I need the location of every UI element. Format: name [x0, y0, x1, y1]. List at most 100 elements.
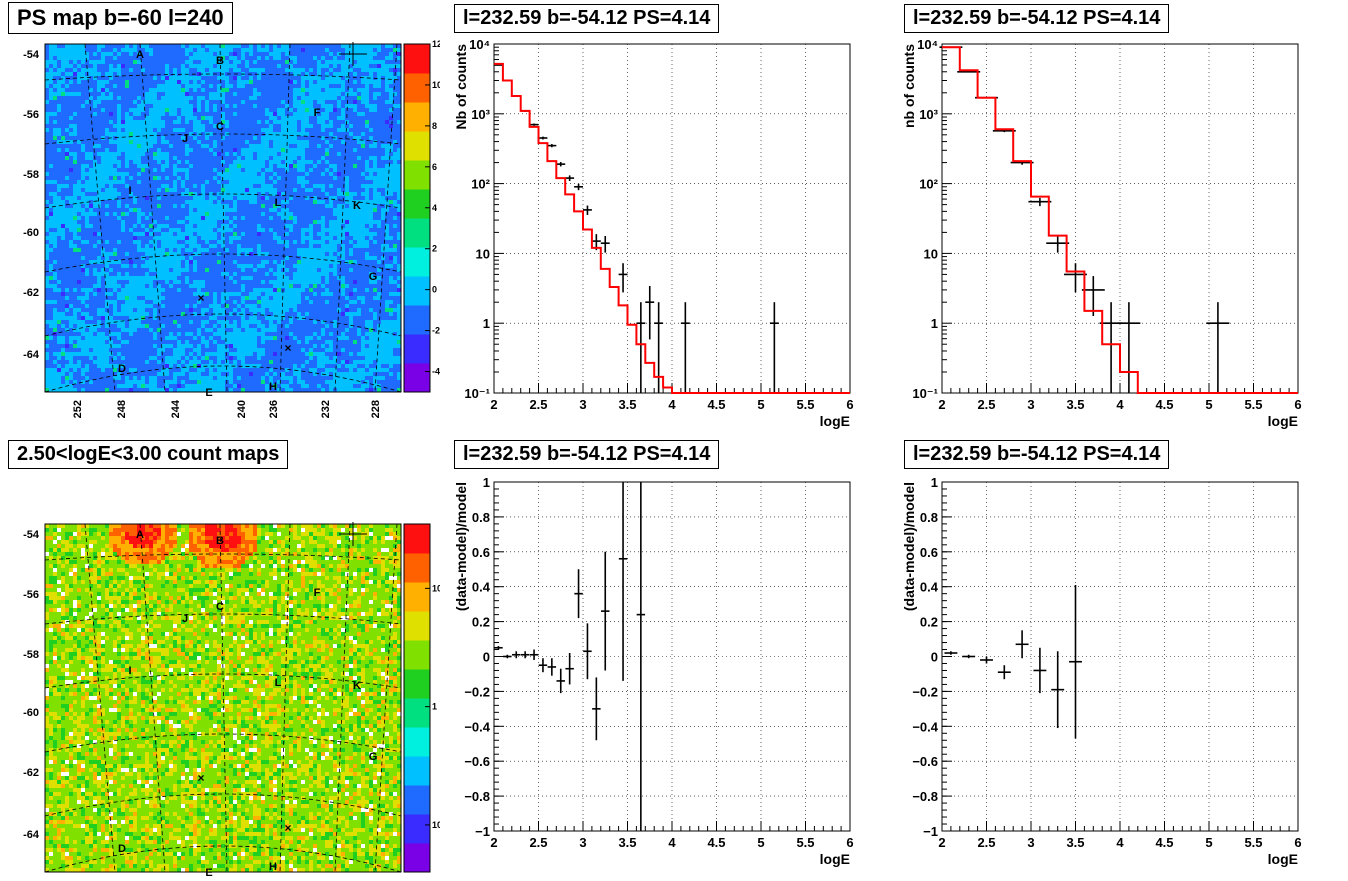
- x-tick-label: 4: [668, 835, 676, 850]
- colorbar-tick-label: -2: [432, 326, 440, 336]
- y-tick-label: 0.6: [920, 545, 938, 560]
- y-tick-label: 1: [931, 316, 938, 331]
- x-tick-label: 4: [668, 397, 676, 412]
- data-point: [770, 302, 779, 393]
- residual-point: [601, 552, 609, 671]
- residual-point: [521, 651, 529, 658]
- x-tick-label: 2.5: [977, 835, 995, 850]
- x-tick-label: 2: [490, 397, 497, 412]
- cross-marker: ×: [284, 341, 291, 355]
- map-plot: ABCDEFGHIJKL××-54-56-58-60-62-6425224824…: [23, 522, 440, 876]
- map-y-tick-label: -60: [23, 227, 39, 239]
- map-y-tick-label: -62: [23, 767, 39, 779]
- map-label-B: B: [216, 535, 224, 547]
- y-tick-label: 10³: [471, 107, 490, 122]
- map-label-J: J: [182, 133, 188, 145]
- y-tick-label: −1: [923, 824, 938, 839]
- data-point: [601, 236, 610, 253]
- y-tick-label: 10⁴: [469, 37, 490, 52]
- map-label-K: K: [353, 680, 361, 692]
- residual-point: [539, 658, 547, 672]
- map-y-tick-label: -58: [23, 169, 39, 181]
- map-x-tick-label: 248: [116, 400, 128, 418]
- map-y-tick-label: -58: [23, 649, 39, 661]
- x-tick-label: 2: [938, 397, 945, 412]
- residual-point: [503, 655, 511, 658]
- map-y-tick-label: -64: [23, 349, 40, 361]
- x-axis-label: logE: [1268, 851, 1298, 867]
- chart-grid: [942, 482, 1298, 831]
- map-y-tick-label: -56: [23, 109, 39, 121]
- residual-chart-2-title: l=232.59 b=-54.12 PS=4.14: [904, 440, 1169, 469]
- map-x-tick-label: 236: [268, 400, 280, 418]
- map-label-G: G: [369, 271, 378, 283]
- chart-grid: [494, 482, 850, 831]
- x-tick-label: 4.5: [707, 397, 725, 412]
- colorbar-tick-label: -4: [432, 367, 440, 377]
- colorbar-tick-label: 10: [432, 583, 440, 593]
- data-point: [636, 302, 645, 393]
- map-label-I: I: [128, 185, 131, 197]
- colorbar-tick-label: 10⁻¹: [432, 820, 440, 830]
- x-tick-label: 5: [1205, 397, 1212, 412]
- y-tick-label: −0.4: [464, 719, 490, 734]
- map-y-tick-label: -60: [23, 707, 39, 719]
- spectrum-chart-2-title: l=232.59 b=-54.12 PS=4.14: [904, 4, 1169, 33]
- data-point: [565, 175, 574, 181]
- map-label-C: C: [216, 601, 224, 613]
- count-map-svg: ABCDEFGHIJKL××-54-56-58-60-62-6425224824…: [0, 438, 440, 876]
- residual-point: [548, 658, 556, 675]
- x-tick-label: 4.5: [1155, 835, 1173, 850]
- data-point: [530, 123, 539, 125]
- colorbar-tick-label: 0: [432, 285, 437, 295]
- residual-point: [574, 569, 582, 618]
- x-tick-label: 2: [490, 835, 497, 850]
- map-x-tick-label: 228: [370, 400, 382, 418]
- x-tick-label: 5.5: [796, 397, 814, 412]
- x-tick-label: 6: [1294, 397, 1301, 412]
- x-tick-label: 4.5: [707, 835, 725, 850]
- x-tick-label: 5.5: [1244, 835, 1262, 850]
- residual-point: [998, 665, 1011, 679]
- y-tick-label: 10²: [919, 177, 938, 192]
- count-map-panel: ABCDEFGHIJKL××-54-56-58-60-62-6425224824…: [0, 438, 440, 876]
- y-tick-label: −0.6: [912, 754, 938, 769]
- cross-marker: ×: [197, 291, 204, 305]
- map-label-K: K: [353, 200, 361, 212]
- x-tick-label: 5.5: [1244, 397, 1262, 412]
- x-tick-label: 5: [757, 835, 764, 850]
- map-label-D: D: [118, 843, 126, 855]
- residual-point: [530, 650, 538, 660]
- map-y-tick-label: -54: [23, 529, 40, 541]
- x-tick-label: 3: [1027, 835, 1034, 850]
- map-label-E: E: [205, 867, 212, 876]
- colorbar-tick-label: 6: [432, 162, 437, 172]
- map-x-tick-label: 232: [320, 400, 332, 418]
- x-tick-label: 3.5: [618, 397, 636, 412]
- colorbar-tick-label: 4: [432, 203, 437, 213]
- residual-point: [1069, 585, 1082, 739]
- chart-grid: [494, 44, 850, 393]
- y-tick-label: 10³: [919, 107, 938, 122]
- residual-point: [1051, 651, 1064, 728]
- y-tick-label: 1: [931, 475, 938, 490]
- y-tick-label: 0: [931, 650, 938, 665]
- map-label-D: D: [118, 363, 126, 375]
- colorbar-tick-label: 10: [432, 80, 440, 90]
- x-tick-label: 3.5: [618, 835, 636, 850]
- ps-map-title: PS map b=-60 l=240: [8, 2, 233, 34]
- data-point: [574, 184, 583, 190]
- y-tick-label: 0.2: [472, 615, 490, 630]
- map-label-H: H: [269, 381, 277, 393]
- y-tick-label: −0.2: [912, 684, 938, 699]
- x-tick-label: 5.5: [796, 835, 814, 850]
- y-tick-label: 1: [483, 475, 490, 490]
- y-tick-label: 10⁴: [917, 37, 938, 52]
